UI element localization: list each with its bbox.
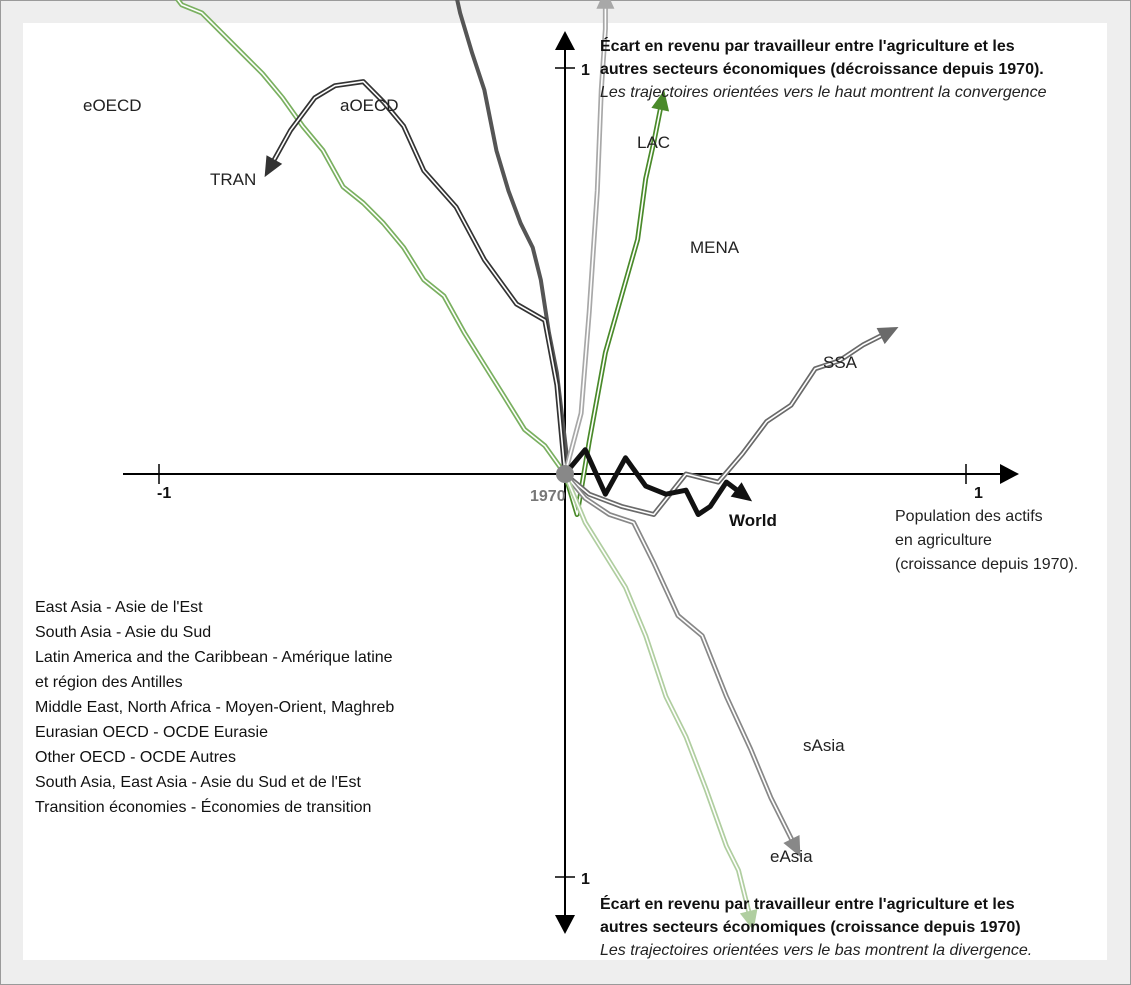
x-label-line-3: (croissance depuis 1970). (895, 556, 1078, 573)
x-tick-label-pos: 1 (974, 485, 983, 502)
origin-label: 1970 (530, 488, 566, 505)
series-label-World: World (729, 511, 777, 530)
legend-line-2: South Asia - Asie du Sud (35, 624, 211, 641)
y-bottom-italic: Les trajectoires orientées vers le bas m… (600, 942, 1032, 959)
origin-marker (556, 465, 574, 483)
x-axis-arrow (1000, 464, 1019, 484)
trajectory-SSA-inner (564, 331, 889, 516)
series-label-SSA: SSA (823, 353, 858, 372)
y-axis-bottom-caption: Écart en revenu par travailleur entre l'… (600, 894, 1032, 959)
arrowhead-SSA (876, 327, 899, 345)
x-axis-caption: Population des actifs en agriculture (cr… (895, 508, 1078, 573)
legend-line-8: South Asia, East Asia - Asie du Sud et d… (35, 774, 361, 791)
trajectory-TRAN-inner (269, 80, 566, 475)
trajectory-eAsia-inner (564, 473, 752, 920)
y-axis-top-caption: Écart en revenu par travailleur entre l'… (600, 36, 1047, 101)
y-top-line-2: autres secteurs économiques (décroissanc… (600, 61, 1044, 78)
series-LAC (562, 0, 615, 475)
y-top-italic: Les trajectoires orientées vers le haut … (600, 84, 1047, 101)
series-label-MENA: MENA (690, 238, 740, 257)
series-MENA (562, 90, 670, 517)
trajectory-sAsia-inner (564, 473, 796, 847)
y-bottom-line-2: autres secteurs économiques (croissance … (600, 919, 1021, 936)
series-labels: eOECD aOECD TRAN LAC MENA SSA World sAsi… (83, 96, 858, 866)
legend-line-5: Middle East, North Africa - Moyen-Orient… (35, 699, 394, 716)
trajectory-eOECD-inner (177, 0, 566, 475)
y-bottom-line-1: Écart en revenu par travailleur entre l'… (600, 894, 1015, 913)
y-tick-label-bottom: 1 (581, 871, 590, 888)
legend-line-1: East Asia - Asie de l'Est (35, 599, 203, 616)
x-tick-label-neg: -1 (157, 485, 171, 502)
arrowhead-MENA (651, 90, 670, 112)
arrowhead-LAC (596, 0, 615, 9)
series-layer (174, 0, 899, 931)
trajectory-LAC-inner (564, 0, 607, 475)
arrowhead-sAsia (783, 835, 801, 857)
y-tick-label-top: 1 (581, 62, 590, 79)
series-label-sAsia: sAsia (803, 736, 845, 755)
trajectory-eOECD-outer (174, 0, 568, 476)
legend-line-6: Eurasian OECD - OCDE Eurasie (35, 724, 268, 741)
legend-line-3: Latin America and the Caribbean - Amériq… (35, 649, 393, 666)
series-World (563, 447, 753, 517)
legend: East Asia - Asie de l'Est South Asia - A… (35, 599, 394, 816)
series-label-eAsia: eAsia (770, 847, 813, 866)
series-TRAN (264, 79, 568, 475)
series-eAsia (562, 473, 758, 931)
series-SSA (563, 327, 899, 517)
series-label-LAC: LAC (637, 133, 670, 152)
x-label-line-2: en agriculture (895, 532, 992, 549)
arrowhead-World (730, 482, 753, 502)
legend-line-9: Transition économies - Économies de tran… (35, 797, 371, 816)
trajectory-World (563, 447, 745, 517)
series-label-eOECD: eOECD (83, 96, 142, 115)
series-label-TRAN: TRAN (210, 170, 256, 189)
legend-line-4: et région des Antilles (35, 674, 183, 691)
series-sAsia (563, 472, 801, 857)
series-label-aOECD: aOECD (340, 96, 399, 115)
x-label-line-1: Population des actifs (895, 508, 1043, 525)
arrowhead-eAsia (739, 909, 758, 931)
y-top-line-1: Écart en revenu par travailleur entre l'… (600, 36, 1015, 55)
series-eOECD (174, 0, 568, 476)
trajectory-MENA-outer (562, 101, 665, 517)
y-axis-arrow-top (555, 31, 575, 50)
legend-line-7: Other OECD - OCDE Autres (35, 749, 236, 766)
y-axis-arrow-bottom (555, 915, 575, 934)
arrowhead-TRAN (264, 155, 283, 178)
trajectory-eAsia-outer (562, 473, 754, 920)
